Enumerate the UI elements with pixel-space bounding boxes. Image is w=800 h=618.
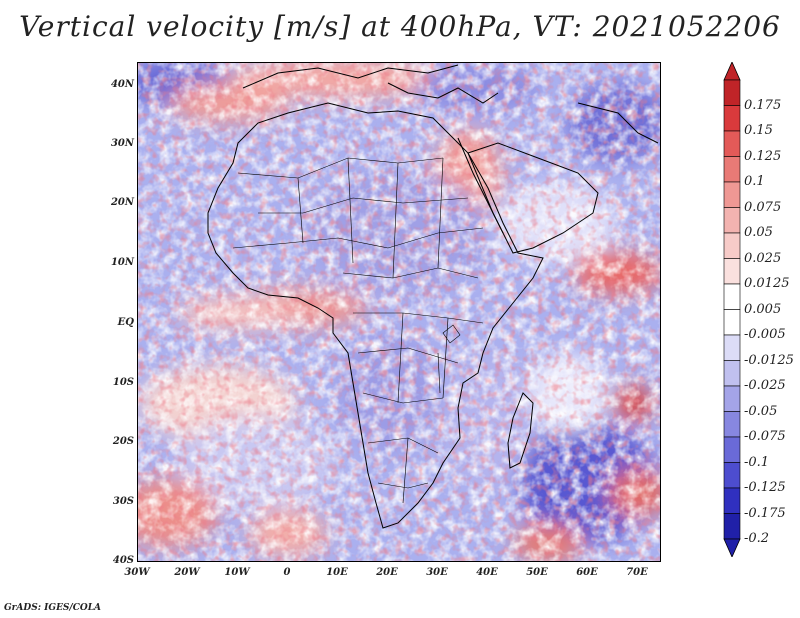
colorbar-label: 0.025 — [744, 250, 782, 266]
latitude-label-40n: 40N — [110, 79, 134, 90]
colorbar-swatch — [723, 156, 741, 183]
colorbar-swatch — [723, 258, 741, 285]
colorbar-swatch — [723, 513, 741, 540]
colorbar-swatch — [723, 79, 741, 106]
latitude-label-eq: EQ — [117, 317, 134, 328]
colorbar-swatch — [723, 411, 741, 438]
longitude-label-60e: 60E — [576, 567, 598, 578]
colorbar-label: -0.075 — [744, 429, 786, 444]
colorbar-label: -0.025 — [744, 378, 786, 393]
colorbar-label: -0.2 — [744, 531, 770, 546]
country-borders — [232, 157, 484, 504]
colorbar-swatch — [723, 436, 741, 463]
colorbar-swatch — [723, 105, 741, 132]
colorbar-label: -0.05 — [744, 403, 778, 419]
longitude-label-0: 0 — [283, 567, 291, 578]
colorbar-label: -0.005 — [744, 327, 786, 342]
colorbar-swatch — [723, 232, 741, 259]
colorbar-swatch — [723, 283, 741, 310]
colorbar-top-arrow — [723, 62, 741, 81]
grads-credit: GrADS: IGES/COLA — [4, 603, 102, 613]
colorbar-swatch — [723, 462, 741, 489]
colorbar-label: -0.1 — [744, 454, 770, 470]
colorbar-label: -0.175 — [744, 505, 786, 521]
colorbar-label: -0.0125 — [744, 352, 794, 368]
colorbar-label: 0.0125 — [744, 276, 790, 291]
longitude-label-40e: 40E — [476, 567, 498, 578]
colorbar-label: 0.1 — [744, 174, 765, 189]
colorbar-label: 0.075 — [744, 199, 782, 215]
coastlines — [207, 64, 659, 529]
longitude-label-70e: 70E — [626, 567, 648, 578]
colorbar-swatch — [723, 334, 741, 361]
latitude-label-20n: 20N — [110, 197, 134, 208]
latitude-label-30s: 30S — [112, 496, 134, 507]
colorbar-label: 0.15 — [744, 123, 773, 138]
colorbar-swatch — [723, 207, 741, 234]
colorbar-swatch — [723, 385, 741, 412]
longitude-label-20e: 20E — [376, 567, 398, 578]
colorbar-label: 0.05 — [744, 225, 773, 240]
latitude-label-10n: 10N — [110, 257, 134, 268]
map-title: Vertical velocity [m/s] at 400hPa, VT: 2… — [19, 10, 781, 43]
colorbar-label: 0.175 — [744, 97, 782, 113]
latitude-label-40s: 40S — [112, 555, 134, 566]
colorbar: 0.175 0.15 0.125 0.1 0.075 0.05 0.025 0.0125 0.0… — [720, 62, 800, 557]
colorbar-swatch — [723, 130, 741, 157]
longitude-label-30w: 30W — [124, 567, 150, 578]
colorbar-swatch — [723, 181, 741, 208]
colorbar-bottom-arrow — [723, 538, 741, 557]
longitude-label-30e: 30E — [426, 567, 448, 578]
updraft-texture — [138, 63, 660, 561]
colorbar-swatches — [723, 62, 741, 557]
longitude-label-50e: 50E — [526, 567, 548, 578]
map-plot-area — [137, 62, 661, 562]
colorbar-label: 0.125 — [744, 148, 782, 164]
longitude-label-20w: 20W — [174, 567, 200, 578]
latitude-label-20s: 20S — [112, 436, 134, 447]
colorbar-swatch — [723, 309, 741, 336]
vertical-velocity-field — [138, 63, 660, 561]
longitude-label-10e: 10E — [326, 567, 348, 578]
latitude-label-10s: 10S — [112, 377, 134, 388]
latitude-label-30n: 30N — [110, 138, 134, 149]
colorbar-swatch — [723, 487, 741, 514]
colorbar-label: 0.005 — [744, 301, 782, 317]
longitude-label-10w: 10W — [224, 567, 250, 578]
colorbar-label: -0.125 — [744, 480, 786, 495]
colorbar-swatch — [723, 360, 741, 387]
